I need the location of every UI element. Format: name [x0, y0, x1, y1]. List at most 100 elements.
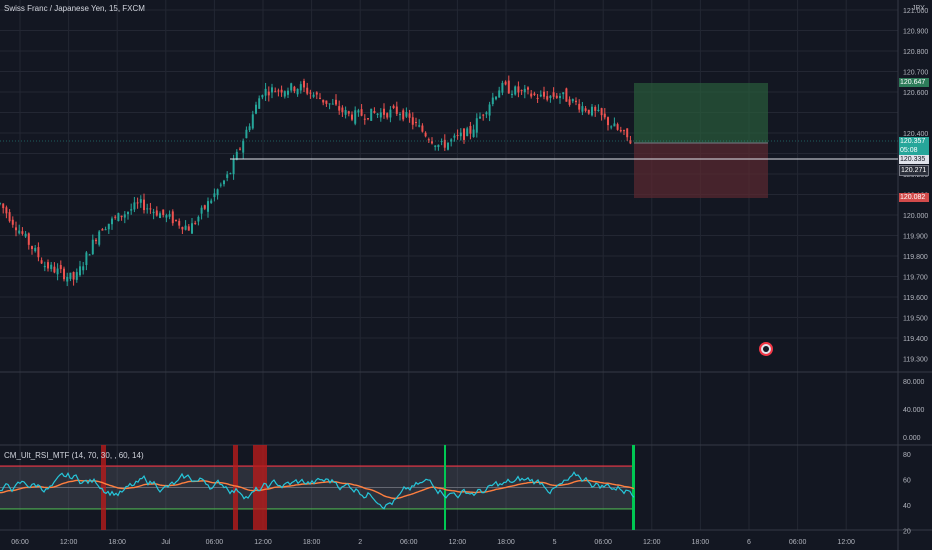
candle-body — [552, 92, 555, 97]
candle-body — [21, 231, 24, 234]
osc-axis-label: 80.000 — [903, 379, 925, 386]
candle-body — [50, 264, 53, 269]
candle-body — [357, 110, 360, 113]
candle-body — [335, 99, 337, 105]
candle-body — [63, 268, 65, 280]
candle-body — [101, 229, 104, 231]
candle-body — [88, 254, 91, 256]
candle-body — [469, 126, 472, 134]
candle-body — [107, 223, 110, 230]
candle-body — [146, 208, 149, 210]
price-axis-label: 119.600 — [903, 295, 928, 302]
time-axis-label: 6 — [747, 539, 751, 546]
candle-body — [549, 95, 552, 98]
candle-body — [367, 118, 369, 120]
candle-body — [59, 265, 62, 270]
time-axis-label: Jul — [161, 539, 170, 546]
candle-body — [104, 229, 107, 231]
candle-body — [72, 272, 75, 280]
rsi-axis-label: 40 — [903, 503, 911, 510]
rsi-oversold-marker — [632, 445, 635, 530]
candle-body — [203, 205, 206, 209]
candle-body — [24, 233, 27, 237]
candle-body — [581, 106, 584, 112]
stop-zone — [634, 143, 768, 198]
candle-body — [223, 180, 225, 185]
candle-body — [242, 140, 245, 153]
candle-body — [587, 109, 590, 114]
candle-body — [597, 109, 600, 112]
candle-body — [95, 239, 97, 242]
candle-body — [629, 140, 632, 144]
candle-body — [485, 112, 488, 115]
candle-body — [181, 226, 184, 230]
candle-body — [501, 82, 504, 93]
candle-body — [127, 211, 129, 215]
price-axis-label: 119.700 — [903, 275, 928, 282]
candle-body — [235, 151, 238, 160]
candle-body — [565, 88, 568, 102]
candle-body — [539, 94, 542, 97]
candle-body — [258, 98, 261, 109]
price-axis-label: 119.500 — [903, 316, 928, 323]
candle-body — [584, 108, 587, 111]
candle-body — [463, 128, 465, 140]
candle-body — [69, 272, 72, 279]
candle-body — [111, 218, 113, 225]
candle-body — [79, 266, 81, 276]
candle-body — [143, 199, 145, 211]
tradingview-replay-icon[interactable] — [759, 342, 773, 356]
candle-body — [437, 144, 440, 148]
rsi-oversold-marker — [444, 445, 446, 530]
current-price-tag: 120.357 — [899, 137, 929, 146]
candle-body — [15, 227, 17, 231]
candle-body — [232, 159, 235, 175]
time-axis-label: 5 — [553, 539, 557, 546]
candle-body — [475, 118, 478, 133]
candle-body — [207, 201, 209, 212]
candle-body — [37, 247, 40, 258]
time-axis-label: 12:00 — [60, 539, 78, 546]
candle-body — [5, 207, 8, 214]
rsi-average-line — [0, 479, 635, 500]
candle-body — [213, 193, 216, 198]
candle-body — [600, 108, 603, 116]
osc-axis-label: 40.000 — [903, 407, 925, 414]
candle-body — [495, 96, 497, 100]
candle-body — [171, 211, 174, 224]
entry-price-tag: 120.271 — [899, 165, 929, 176]
candle-body — [613, 123, 616, 127]
candle-body — [466, 128, 469, 137]
candle-body — [47, 262, 49, 269]
rsi-axis-label: 80 — [903, 452, 911, 459]
candle-body — [479, 116, 481, 119]
candle-body — [399, 114, 401, 116]
candle-body — [2, 203, 5, 209]
symbol-title[interactable]: Swiss Franc / Japanese Yen, 15, FXCM — [4, 4, 145, 13]
candle-body — [591, 106, 593, 116]
candle-body — [43, 265, 46, 268]
candle-body — [82, 266, 85, 271]
price-axis-label: 119.300 — [903, 357, 928, 364]
rsi-axis-label: 20 — [903, 529, 911, 536]
candle-body — [53, 266, 56, 273]
candle-body — [98, 231, 101, 245]
rsi-overbought-marker — [233, 445, 238, 530]
candle-body — [511, 93, 513, 95]
candle-body — [309, 92, 312, 94]
candle-body — [341, 107, 344, 113]
candle-body — [175, 219, 177, 221]
time-axis-label: 06:00 — [594, 539, 612, 546]
candle-body — [450, 139, 453, 142]
candle-body — [507, 80, 510, 94]
indicator-title[interactable]: CM_Ult_RSI_MTF (14, 70, 30, , 60, 14) — [4, 451, 144, 460]
candle-body — [219, 184, 222, 186]
candle-body — [165, 215, 168, 218]
candle-body — [504, 81, 507, 85]
candle-body — [178, 220, 181, 226]
candle-body — [248, 126, 251, 131]
candle-body — [338, 106, 341, 111]
candle-body — [443, 139, 446, 148]
time-axis-label: 06:00 — [789, 539, 807, 546]
